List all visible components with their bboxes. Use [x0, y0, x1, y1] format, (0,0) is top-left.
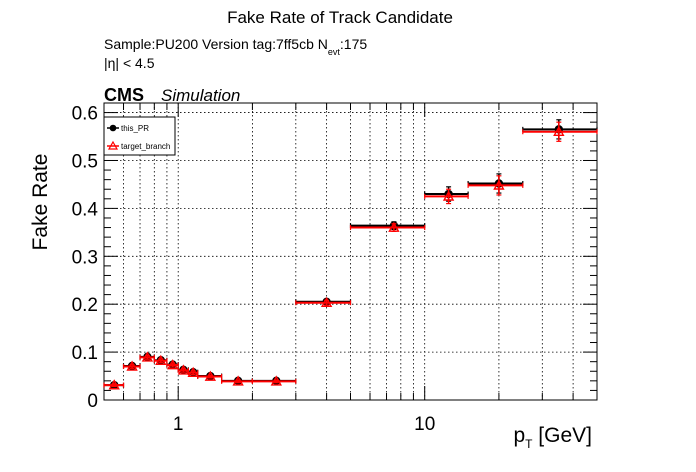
- legend: this_PR target_branch: [103, 116, 176, 156]
- y-axis-label: Fake Rate: [29, 154, 52, 251]
- x-tick-label: 10: [414, 414, 435, 435]
- y-tick-label: 0.3: [72, 247, 98, 268]
- x-axis-label-unit: [GeV]: [532, 424, 592, 447]
- data-point: [167, 359, 179, 370]
- legend-label-target-branch: target_branch: [121, 142, 170, 151]
- chart-title: Fake Rate of Track Candidate: [227, 8, 453, 27]
- sample-info: Sample:PU200 Version tag:7ff5cb Nevt:175: [104, 36, 367, 57]
- grid-lines: [103, 103, 598, 400]
- legend-entry-target-branch: target_branch: [107, 140, 170, 151]
- data-point: [232, 375, 244, 386]
- x-axis-label: pT [GeV]: [513, 424, 592, 451]
- series-target_branch: [103, 121, 598, 390]
- legend-marker-target-branch: [107, 140, 119, 150]
- legend-marker-this-pr: [109, 124, 117, 132]
- data-point: [177, 364, 190, 375]
- data-point: [187, 366, 199, 377]
- data-point: [553, 125, 565, 137]
- sample-info-suffix: :175: [340, 36, 367, 52]
- data-point: [320, 296, 333, 308]
- y-tick-label: 0.2: [72, 295, 98, 316]
- y-tick-label: 0.1: [72, 343, 98, 364]
- data-point: [141, 351, 154, 362]
- simulation-label: Simulation: [161, 86, 240, 105]
- data-point: [108, 379, 120, 390]
- data-point: [442, 190, 455, 201]
- sample-info-prefix: Sample:PU200 Version tag:7ff5cb N: [104, 36, 328, 52]
- data-point: [155, 354, 167, 366]
- y-tick-label: 0.5: [72, 151, 98, 172]
- cms-label: CMS: [104, 85, 144, 105]
- eta-cut-label: |η| < 4.5: [104, 55, 155, 71]
- data-point: [493, 179, 505, 190]
- data-point: [126, 360, 138, 371]
- y-tick-label: 0: [87, 391, 98, 412]
- x-tick-label: 1: [173, 414, 184, 435]
- sample-info-subscript: evt: [328, 47, 341, 57]
- y-tick-label: 0.4: [72, 199, 99, 220]
- data-point: [388, 221, 400, 232]
- legend-entry-this-pr: this_PR: [107, 124, 149, 133]
- data-series: [103, 119, 598, 390]
- legend-label-this-pr: this_PR: [121, 124, 149, 133]
- data-point: [270, 375, 282, 386]
- x-axis-label-subscript: T: [525, 437, 533, 451]
- y-tick-label: 0.6: [72, 104, 98, 125]
- data-point: [204, 370, 217, 381]
- x-axis-label-main: p: [513, 424, 525, 447]
